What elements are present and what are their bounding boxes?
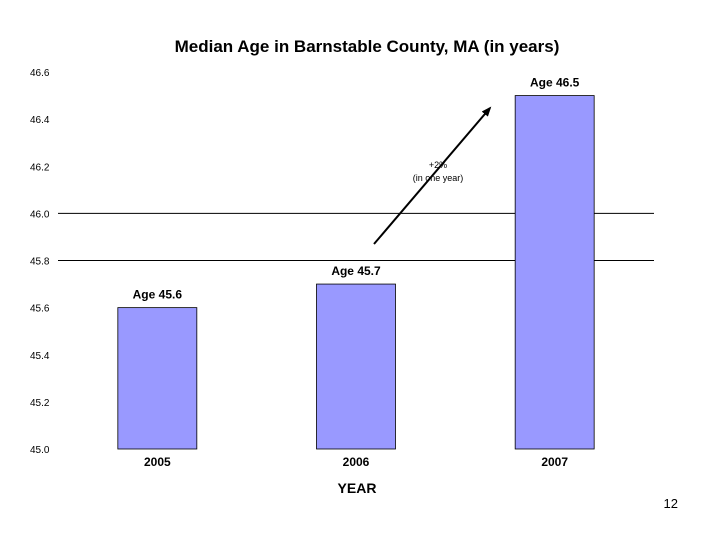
y-tick-label: 45.8: [30, 257, 50, 268]
x-axis-label: YEAR: [338, 480, 377, 496]
x-tick-label: 2007: [541, 455, 568, 469]
y-tick-label: 45.0: [30, 445, 50, 456]
bar: [117, 307, 198, 450]
annotation-arrow: [373, 106, 492, 245]
growth-annotation: +2% (in one year): [373, 106, 492, 245]
chart-title: Median Age in Barnstable County, MA (in …: [175, 37, 560, 56]
bar: [316, 283, 396, 450]
annotation-line-2: (in one year): [413, 173, 464, 183]
y-tick-label: 46.6: [30, 68, 50, 79]
bar: [514, 95, 595, 450]
data-label: Age 45.6: [133, 288, 183, 302]
y-tick-label: 46.2: [30, 162, 50, 173]
annotation-line-1: +2%: [429, 160, 447, 170]
data-label: Age 46.5: [530, 76, 580, 90]
x-tick-label: 2006: [343, 455, 370, 469]
data-label: Age 45.7: [331, 264, 381, 278]
y-tick-label: 45.6: [30, 304, 50, 315]
page-number: 12: [663, 496, 678, 511]
y-tick-label: 46.4: [30, 115, 50, 126]
y-tick-label: 46.0: [30, 209, 50, 220]
x-tick-label: 2005: [144, 455, 171, 469]
y-tick-label: 45.2: [30, 398, 50, 409]
y-tick-label: 45.4: [30, 351, 50, 362]
